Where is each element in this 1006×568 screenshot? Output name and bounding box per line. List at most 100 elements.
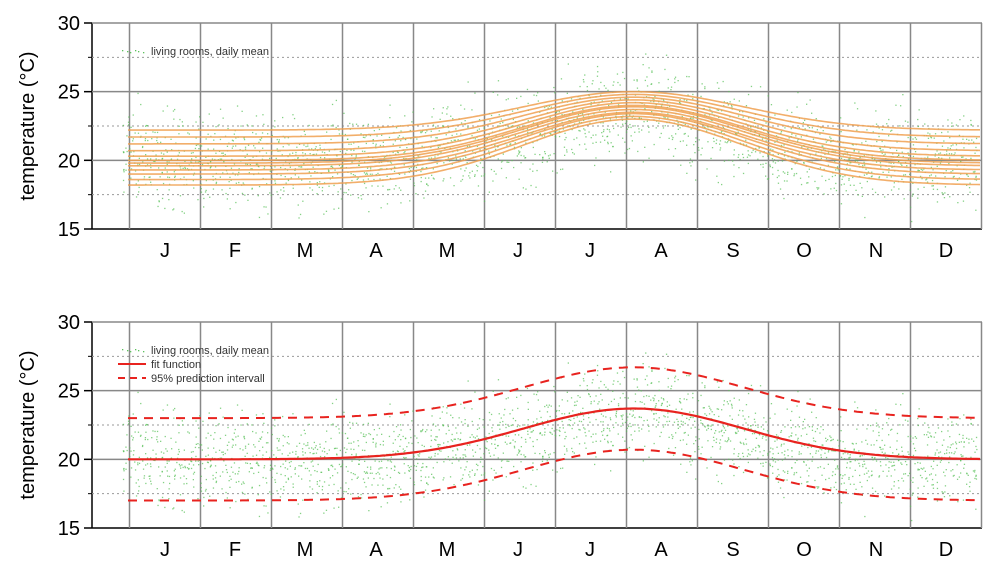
scatter-point bbox=[797, 437, 799, 439]
scatter-point bbox=[495, 173, 497, 175]
legend-scatter-symbol bbox=[138, 350, 140, 352]
scatter-point bbox=[337, 490, 339, 492]
scatter-point bbox=[449, 459, 451, 461]
scatter-point bbox=[547, 406, 549, 408]
scatter-point bbox=[262, 114, 264, 116]
scatter-point bbox=[690, 128, 692, 130]
scatter-point bbox=[566, 151, 568, 153]
scatter-point bbox=[952, 475, 954, 477]
scatter-point bbox=[791, 456, 793, 458]
scatter-point bbox=[959, 119, 961, 121]
scatter-point bbox=[907, 152, 909, 154]
scatter-point bbox=[207, 461, 209, 464]
scatter-point bbox=[493, 454, 495, 456]
scatter-point bbox=[125, 147, 127, 149]
scatter-point bbox=[638, 117, 640, 119]
scatter-point bbox=[695, 436, 697, 438]
scatter-point bbox=[767, 476, 770, 479]
scatter-point bbox=[226, 449, 229, 451]
scatter-point bbox=[227, 127, 229, 130]
scatter-point bbox=[766, 477, 769, 479]
scatter-point bbox=[719, 143, 721, 145]
scatter-point bbox=[750, 384, 753, 387]
scatter-point bbox=[629, 422, 631, 425]
scatter-point bbox=[178, 451, 180, 453]
scatter-point bbox=[243, 436, 245, 438]
scatter-point bbox=[502, 452, 504, 454]
scatter-point bbox=[680, 463, 682, 465]
scatter-point bbox=[510, 125, 512, 128]
scatter-point bbox=[288, 461, 291, 464]
scatter-point bbox=[879, 461, 882, 463]
scatter-point bbox=[156, 488, 158, 490]
scatter-point bbox=[804, 119, 806, 121]
scatter-point bbox=[138, 191, 140, 193]
scatter-point bbox=[576, 400, 578, 402]
scatter-point bbox=[197, 460, 199, 462]
scatter-point bbox=[490, 413, 493, 416]
scatter-point bbox=[195, 460, 197, 462]
scatter-point bbox=[863, 155, 865, 157]
scatter-point bbox=[832, 438, 834, 441]
legend-scatter-symbol bbox=[135, 50, 137, 52]
scatter-point bbox=[787, 455, 789, 457]
scatter-point bbox=[127, 121, 130, 123]
fit-curve bbox=[128, 118, 981, 186]
scatter-point bbox=[683, 398, 685, 400]
scatter-point bbox=[660, 132, 662, 135]
scatter-point bbox=[692, 93, 694, 96]
scatter-point bbox=[404, 414, 406, 416]
scatter-point bbox=[721, 183, 723, 186]
scatter-point bbox=[417, 454, 419, 456]
scatter-point bbox=[865, 467, 867, 469]
scatter-point bbox=[847, 453, 849, 455]
scatter-point bbox=[532, 163, 534, 165]
scatter-point bbox=[719, 149, 721, 151]
scatter-point bbox=[584, 442, 586, 444]
scatter-point bbox=[622, 392, 624, 395]
scatter-point bbox=[648, 126, 650, 128]
scatter-point bbox=[781, 452, 783, 454]
scatter-point bbox=[610, 441, 612, 443]
scatter-point bbox=[479, 162, 482, 164]
scatter-point bbox=[212, 188, 215, 190]
scatter-point bbox=[134, 461, 136, 463]
scatter-point bbox=[641, 428, 643, 430]
scatter-point bbox=[745, 404, 748, 406]
scatter-point bbox=[491, 443, 493, 445]
scatter-point bbox=[827, 152, 830, 154]
scatter-point bbox=[204, 467, 206, 470]
scatter-point bbox=[927, 156, 929, 158]
scatter-point bbox=[398, 486, 400, 488]
scatter-point bbox=[655, 403, 657, 405]
scatter-point bbox=[776, 176, 778, 179]
scatter-point bbox=[729, 400, 731, 402]
scatter-point bbox=[939, 152, 942, 154]
scatter-point bbox=[880, 448, 882, 451]
scatter-point bbox=[305, 145, 307, 148]
scatter-point bbox=[156, 131, 159, 134]
scatter-point bbox=[379, 467, 381, 469]
scatter-point bbox=[183, 511, 185, 513]
scatter-point bbox=[166, 105, 169, 107]
scatter-point bbox=[929, 432, 931, 434]
scatter-point bbox=[389, 117, 391, 119]
scatter-point bbox=[207, 148, 209, 150]
scatter-point bbox=[546, 161, 548, 163]
scatter-point bbox=[419, 453, 421, 455]
scatter-point bbox=[975, 478, 978, 480]
scatter-point bbox=[921, 468, 924, 470]
scatter-point bbox=[308, 124, 310, 127]
scatter-point bbox=[265, 451, 268, 453]
scatter-point bbox=[578, 129, 580, 132]
scatter-point bbox=[974, 152, 976, 154]
scatter-point bbox=[759, 385, 762, 387]
scatter-point bbox=[532, 141, 534, 144]
scatter-point bbox=[585, 136, 587, 138]
scatter-point bbox=[241, 409, 243, 411]
scatter-point bbox=[251, 424, 253, 426]
scatter-point bbox=[625, 114, 628, 116]
scatter-point bbox=[765, 175, 767, 177]
scatter-point bbox=[178, 152, 180, 154]
scatter-point bbox=[178, 448, 180, 451]
